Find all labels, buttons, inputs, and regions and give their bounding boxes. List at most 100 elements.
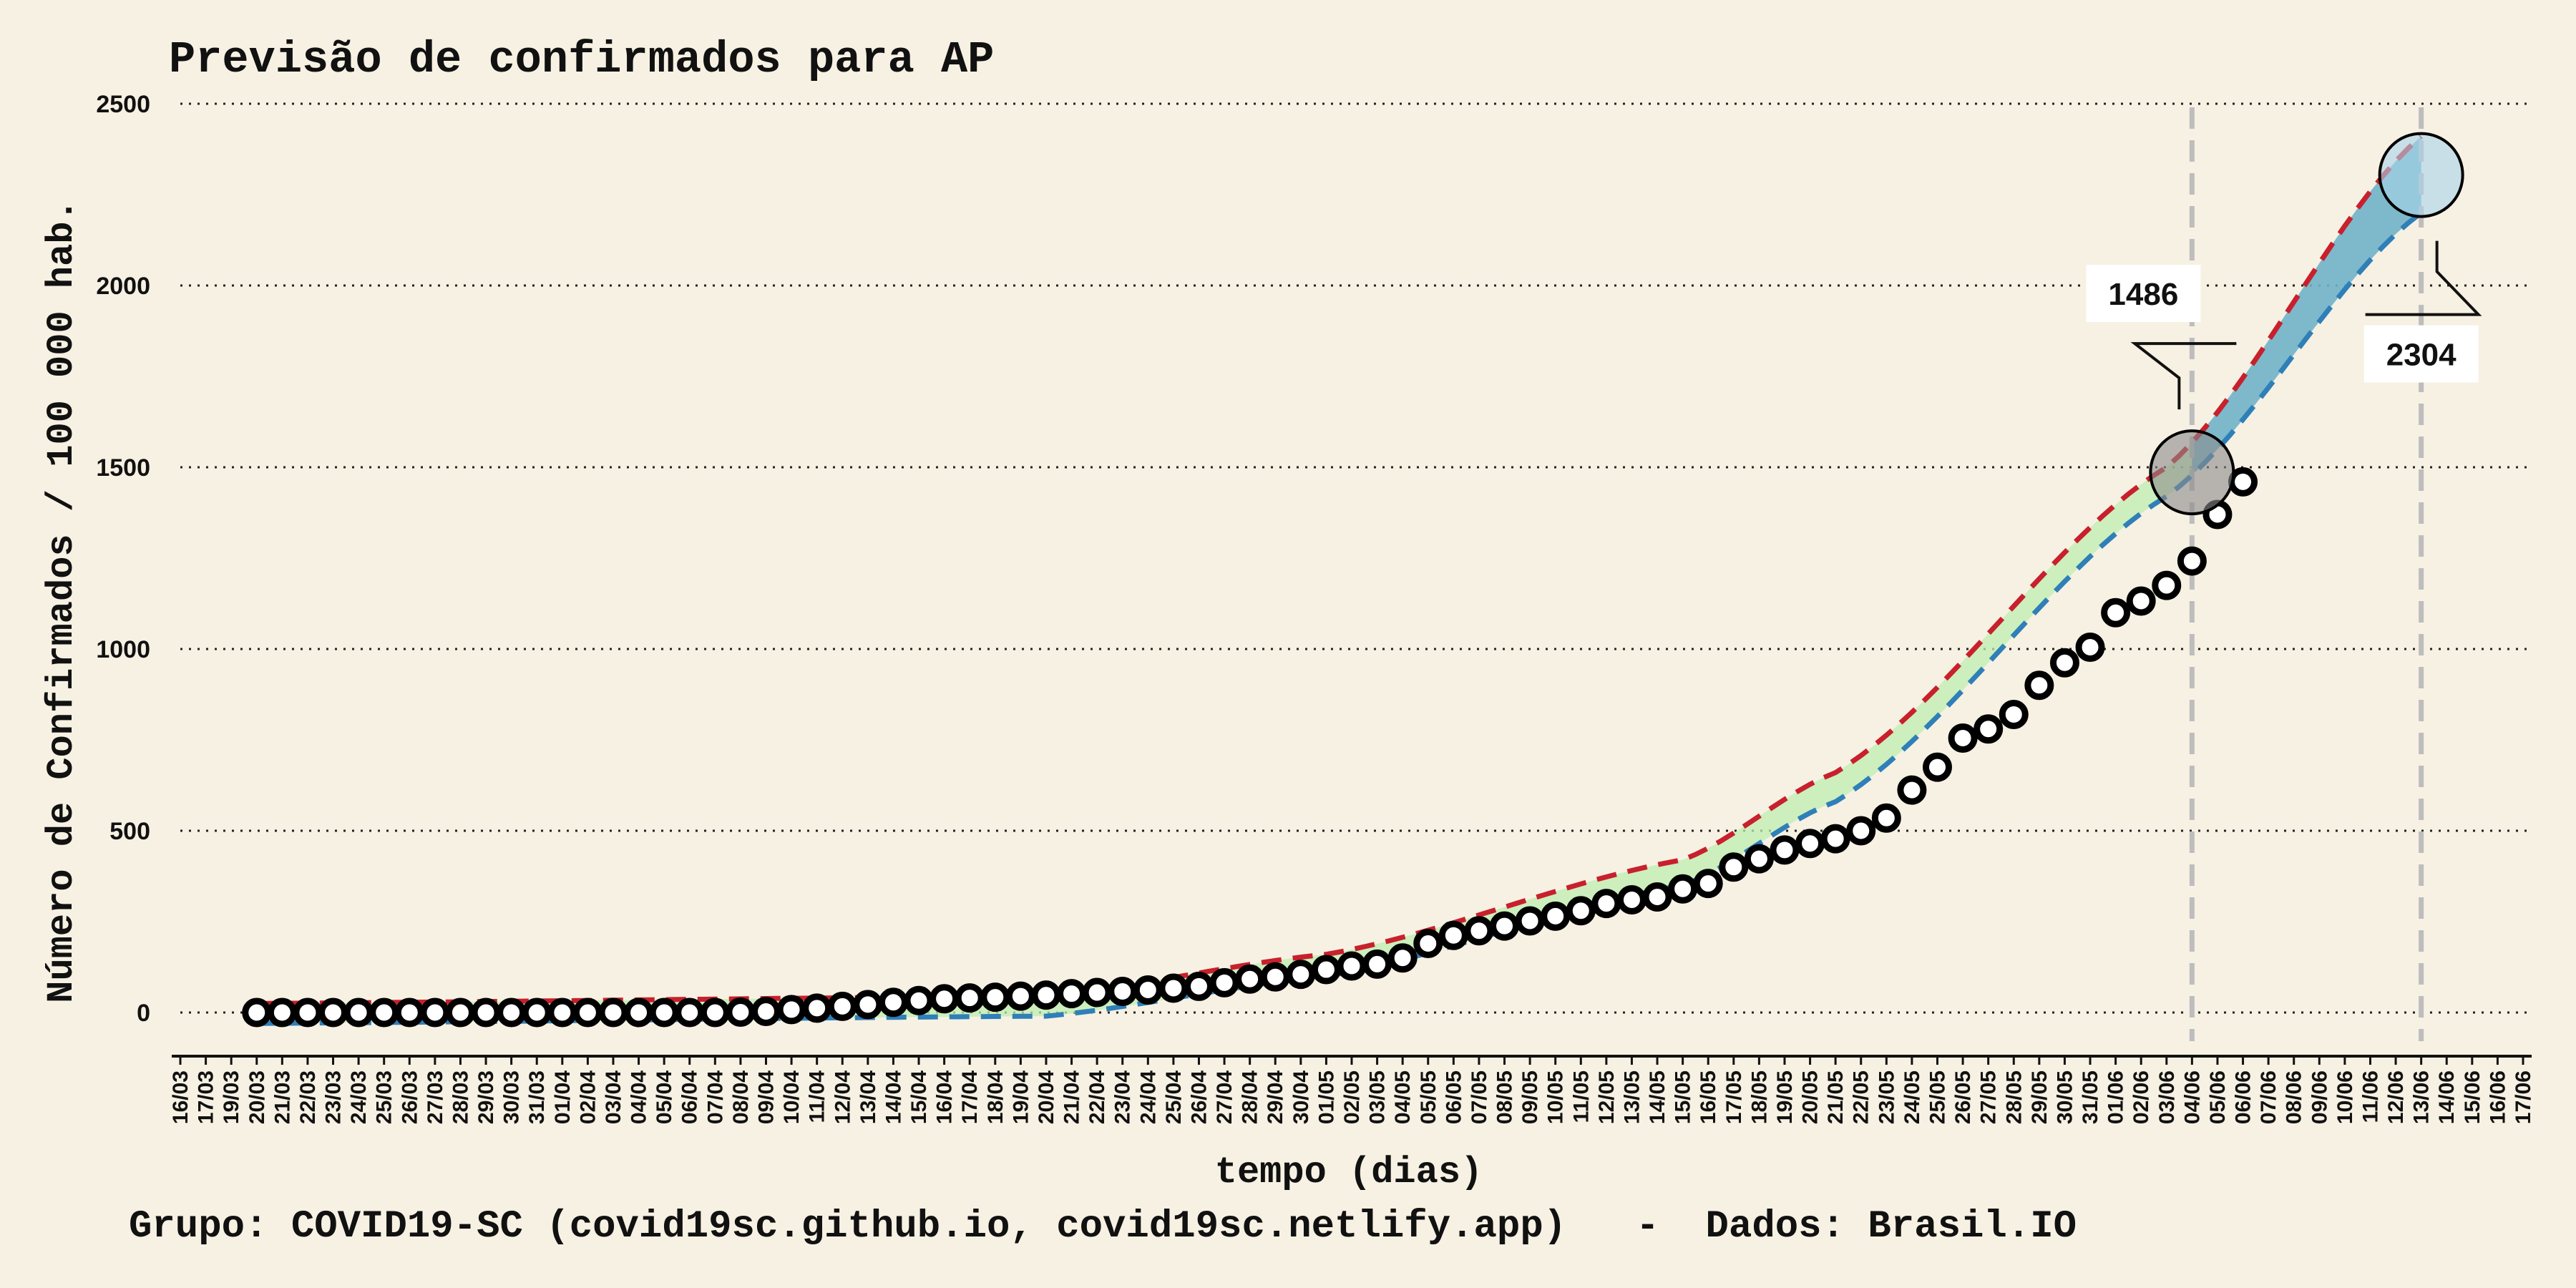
y-tick-2000: 2000 [96,273,150,300]
data-point [394,997,424,1028]
data-point [878,987,908,1018]
observed-points [242,467,2258,1028]
data-point [1871,803,1901,833]
confidence-bands [256,136,2421,1024]
x-tick-label: 08/04 [729,1070,753,1124]
data-point [1311,955,1341,985]
x-tick-label: 13/06 [2410,1070,2434,1124]
data-point [1286,960,1316,990]
x-tick-label: 25/03 [373,1070,396,1124]
x-tick-label: 19/05 [1773,1070,1797,1124]
x-tick-label: 11/05 [1569,1070,1593,1123]
x-tick-label: 10/06 [2333,1070,2357,1124]
x-tick-label: 30/03 [500,1070,524,1124]
data-point [1770,835,1800,865]
data-point [293,997,323,1028]
data-point [369,997,399,1028]
band-0 [256,442,2192,1024]
x-tick-label: 22/03 [296,1070,320,1124]
data-point [1999,699,2029,729]
x-tick-label: 22/05 [1850,1070,1873,1124]
x-tick-label: 21/05 [1824,1070,1848,1124]
x-tick-label: 24/04 [1136,1070,1160,1124]
y-tick-500: 500 [109,818,150,845]
x-tick-label: 19/04 [1009,1070,1033,1124]
data-point [343,997,374,1028]
data-point [827,991,857,1021]
data-point [2024,670,2054,701]
data-point [1158,973,1189,1003]
reference-lines [2189,107,2424,1041]
x-tick-label: 23/04 [1111,1070,1135,1124]
x-tick-label: 15/05 [1672,1070,1695,1124]
x-tick-label: 05/06 [2206,1070,2230,1124]
x-tick-label: 03/06 [2155,1070,2179,1124]
x-tick-label: 17/06 [2512,1070,2535,1124]
x-tick-label: 06/04 [678,1070,702,1124]
data-point [1642,882,1672,912]
data-point [1948,723,1978,753]
data-point [955,983,985,1013]
x-tick-label: 18/05 [1747,1070,1771,1124]
x-tick-label: 29/03 [474,1070,498,1124]
data-point [420,997,450,1028]
x-tick-label: 09/04 [755,1070,779,1124]
x-tick-label: 01/06 [2104,1070,2128,1124]
x-tick-label: 13/04 [857,1070,880,1124]
data-point [1057,979,1087,1009]
x-tick-label: 31/03 [525,1070,549,1124]
x-tick-label: 25/05 [1926,1070,1950,1124]
x-tick-label: 05/04 [653,1070,676,1124]
x-tick-label: 12/04 [831,1070,854,1124]
x-tick-label: 16/04 [933,1070,957,1124]
x-tick-label: 30/04 [1289,1070,1313,1124]
data-point [1464,916,1494,946]
data-point [445,997,475,1028]
x-tick-label: 23/03 [322,1070,346,1124]
data-point [675,997,705,1028]
data-point [1974,714,2004,744]
x-tick-label: 17/05 [1722,1070,1746,1124]
x-tick-label: 10/04 [780,1070,804,1124]
data-point [1005,981,1035,1011]
x-tick-label: 12/05 [1595,1070,1619,1124]
label-box-2304 [2363,325,2479,383]
x-tick-label: 16/05 [1697,1070,1720,1124]
x-tick-label: 17/04 [958,1070,982,1124]
data-point [1515,906,1545,936]
x-tick-label: 31/05 [2079,1070,2102,1124]
data-point [904,985,934,1015]
x-tick-label: 15/04 [907,1070,931,1124]
data-point [242,997,272,1028]
x-tick-label: 13/05 [1620,1070,1644,1124]
x-tick-label: 21/03 [270,1070,294,1124]
highlight-markers: 1486 2304 [2086,132,2482,516]
x-axis: 16/03 17/03 19/03 20/03 21/03 22/03 23/03 24/03… [169,1055,2535,1124]
y-tick-2500: 2500 [96,91,150,118]
x-tick-label: 03/05 [1366,1070,1390,1124]
x-tick-label: 28/05 [2002,1070,2026,1124]
x-tick-label: 01/04 [551,1070,575,1124]
data-point [1744,844,1774,874]
data-point [2228,467,2258,497]
x-tick-label: 03/04 [602,1070,625,1124]
band-1 [2192,136,2421,476]
x-tick-label: 29/05 [2028,1070,2051,1124]
x-tick-label: 01/05 [1314,1070,1338,1124]
label-box-1486 [2086,265,2201,323]
x-tick-label: 20/05 [1799,1070,1823,1124]
highlight-label-2304: 2304 [2386,338,2457,373]
data-point [1668,874,1698,904]
data-point [751,996,781,1026]
x-tick-label: 09/06 [2308,1070,2331,1124]
x-tick-label: 15/06 [2461,1070,2484,1124]
x-tick-label: 25/04 [1162,1070,1186,1124]
data-point [598,997,628,1028]
data-point [2126,586,2156,616]
x-tick-label: 12/06 [2384,1070,2408,1124]
x-tick-label: 14/05 [1646,1070,1669,1124]
x-tick-label: 20/04 [1035,1070,1058,1124]
x-tick-label: 22/04 [1085,1070,1109,1124]
data-point [802,993,832,1023]
